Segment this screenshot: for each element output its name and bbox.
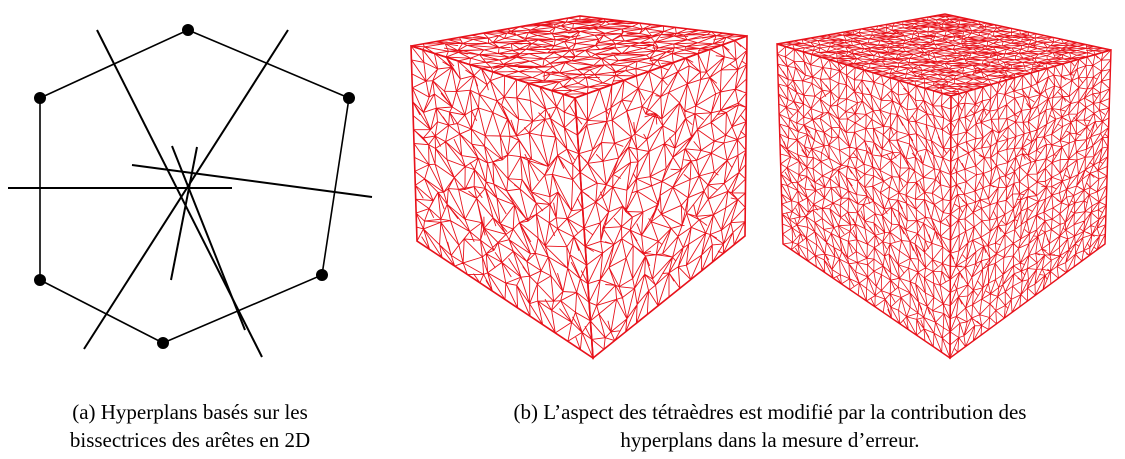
vertex-dot (157, 337, 169, 349)
panel-b-mesh-refined (765, 6, 1123, 362)
mesh-edge-path (776, 13, 1112, 359)
tetrahedral-mesh-coarse (410, 15, 748, 360)
bisector-line (131, 164, 373, 198)
vertex-dot (343, 92, 355, 104)
bisector-lines (8, 29, 373, 358)
panel-a-hyperplane-diagram (0, 0, 380, 380)
cube-outline (410, 15, 748, 360)
caption-b-line2: hyperplans dans la mesure d’erreur. (620, 428, 920, 452)
panel-b-mesh-coarse (405, 6, 760, 362)
vertex-dot (182, 24, 194, 36)
tetrahedral-mesh-refined (776, 13, 1112, 360)
caption-b-line1: (b) L’aspect des tétraèdres est modifié … (513, 400, 1027, 424)
polygon-vertices (34, 24, 355, 349)
caption-a: (a) Hyperplans basés sur les bissectrice… (10, 398, 370, 454)
vertex-dot (316, 269, 328, 281)
cube-face-outline (949, 49, 1112, 360)
vertex-dot (34, 92, 46, 104)
bisector-line (170, 146, 198, 281)
polygon-outline (39, 29, 350, 344)
cube-face-outline (574, 34, 748, 360)
caption-b: (b) L’aspect des tétraèdres est modifié … (420, 398, 1120, 454)
mesh-edges (410, 15, 748, 359)
mesh-edge-path (410, 15, 748, 359)
hyperplane-diagram (8, 24, 373, 358)
bisector-line (83, 29, 289, 350)
vertex-dot (34, 274, 46, 286)
mesh-edges (776, 13, 1112, 359)
caption-a-line1: (a) Hyperplans basés sur les (72, 400, 308, 424)
caption-a-line2: bissectrices des arêtes en 2D (69, 428, 311, 452)
cube-outline (776, 13, 1112, 360)
bisector-line (171, 145, 246, 331)
